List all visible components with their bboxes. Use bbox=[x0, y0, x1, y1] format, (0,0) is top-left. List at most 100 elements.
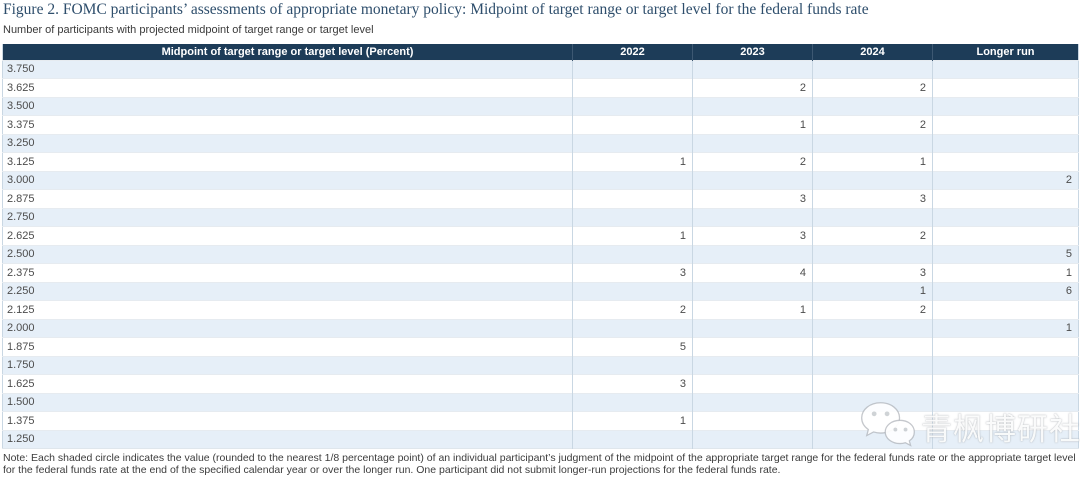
count-cell-2023 bbox=[692, 281, 813, 301]
rate-cell: 2.000 bbox=[2, 318, 573, 338]
rate-cell: 2.125 bbox=[2, 300, 573, 319]
rate-cell: 1.375 bbox=[2, 411, 573, 430]
table-row: 2.500 5 bbox=[2, 244, 1079, 264]
table-body: 3.750 3.625 2 2 3.500 3.375 1 2 3.250 3.125 1 2 1 3.0… bbox=[2, 59, 1079, 449]
count-cell-2024 bbox=[812, 59, 933, 79]
count-cell-2023 bbox=[692, 411, 813, 430]
count-cell-2022: 1 bbox=[572, 152, 693, 171]
count-cell-2024: 1 bbox=[812, 152, 933, 171]
table-header-row: Midpoint of target range or target level… bbox=[2, 44, 1079, 60]
count-cell-2024 bbox=[812, 411, 933, 430]
count-cell-2024 bbox=[812, 337, 933, 356]
count-cell-2022: 1 bbox=[572, 411, 693, 430]
footnote: Note: Each shaded circle indicates the v… bbox=[3, 452, 1076, 476]
column-header-2022: 2022 bbox=[572, 44, 693, 60]
table-row: 2.375 3 4 3 1 bbox=[2, 263, 1079, 282]
table-row: 2.000 1 bbox=[2, 318, 1079, 338]
table-row: 3.000 2 bbox=[2, 170, 1079, 190]
table-row: 2.625 1 3 2 bbox=[2, 226, 1079, 245]
count-cell-longer-run bbox=[932, 189, 1079, 208]
count-cell-2024: 2 bbox=[812, 300, 933, 319]
count-cell-2022: 3 bbox=[572, 263, 693, 282]
count-cell-longer-run bbox=[932, 411, 1079, 430]
count-cell-longer-run bbox=[932, 355, 1079, 375]
count-cell-2024: 3 bbox=[812, 189, 933, 208]
rate-cell: 2.375 bbox=[2, 263, 573, 282]
table-row: 2.125 2 1 2 bbox=[2, 300, 1079, 319]
table-row: 3.125 1 2 1 bbox=[2, 152, 1079, 171]
count-cell-longer-run: 5 bbox=[932, 244, 1079, 264]
count-cell-longer-run bbox=[932, 226, 1079, 245]
table-row: 1.250 bbox=[2, 429, 1079, 449]
count-cell-longer-run bbox=[932, 115, 1079, 134]
count-cell-longer-run bbox=[932, 300, 1079, 319]
count-cell-2022 bbox=[572, 115, 693, 134]
count-cell-2022 bbox=[572, 392, 693, 412]
rate-cell: 3.500 bbox=[2, 96, 573, 116]
count-cell-2023 bbox=[692, 96, 813, 116]
table-row: 1.500 bbox=[2, 392, 1079, 412]
rate-cell: 2.750 bbox=[2, 207, 573, 227]
count-cell-2022 bbox=[572, 59, 693, 79]
page-title: Figure 2. FOMC participants’ assessments… bbox=[3, 1, 869, 18]
count-cell-2024: 2 bbox=[812, 78, 933, 97]
rate-cell: 2.250 bbox=[2, 281, 573, 301]
count-cell-2023 bbox=[692, 133, 813, 153]
count-cell-longer-run: 1 bbox=[932, 318, 1079, 338]
count-cell-2022 bbox=[572, 429, 693, 449]
count-cell-2023 bbox=[692, 59, 813, 79]
rate-cell: 2.875 bbox=[2, 189, 573, 208]
count-cell-longer-run bbox=[932, 59, 1079, 79]
count-cell-2022 bbox=[572, 170, 693, 190]
projections-table: Midpoint of target range or target level… bbox=[2, 44, 1079, 449]
count-cell-longer-run bbox=[932, 337, 1079, 356]
count-cell-2023 bbox=[692, 244, 813, 264]
count-cell-longer-run bbox=[932, 133, 1079, 153]
count-cell-longer-run bbox=[932, 78, 1079, 97]
rate-cell: 1.625 bbox=[2, 374, 573, 393]
count-cell-2023 bbox=[692, 318, 813, 338]
count-cell-2024: 3 bbox=[812, 263, 933, 282]
count-cell-2023: 2 bbox=[692, 152, 813, 171]
count-cell-2024: 1 bbox=[812, 281, 933, 301]
count-cell-2023 bbox=[692, 207, 813, 227]
count-cell-longer-run bbox=[932, 207, 1079, 227]
projections-table-container: Midpoint of target range or target level… bbox=[2, 44, 1079, 449]
count-cell-2023 bbox=[692, 429, 813, 449]
table-row: 2.750 bbox=[2, 207, 1079, 227]
count-cell-2024 bbox=[812, 96, 933, 116]
column-header-2024: 2024 bbox=[812, 44, 933, 60]
rate-cell: 3.125 bbox=[2, 152, 573, 171]
table-row: 3.375 1 2 bbox=[2, 115, 1079, 134]
table-row: 1.750 bbox=[2, 355, 1079, 375]
count-cell-2024 bbox=[812, 170, 933, 190]
count-cell-longer-run bbox=[932, 152, 1079, 171]
count-cell-2024 bbox=[812, 207, 933, 227]
count-cell-2024 bbox=[812, 244, 933, 264]
count-cell-2022 bbox=[572, 281, 693, 301]
count-cell-2024 bbox=[812, 355, 933, 375]
count-cell-2022 bbox=[572, 355, 693, 375]
table-row: 3.625 2 2 bbox=[2, 78, 1079, 97]
count-cell-2023: 2 bbox=[692, 78, 813, 97]
count-cell-longer-run bbox=[932, 96, 1079, 116]
rate-cell: 3.250 bbox=[2, 133, 573, 153]
rate-cell: 2.625 bbox=[2, 226, 573, 245]
count-cell-2024: 2 bbox=[812, 226, 933, 245]
table-row: 1.875 5 bbox=[2, 337, 1079, 356]
count-cell-2022 bbox=[572, 244, 693, 264]
count-cell-2022 bbox=[572, 207, 693, 227]
count-cell-2023: 1 bbox=[692, 115, 813, 134]
count-cell-2024 bbox=[812, 392, 933, 412]
count-cell-longer-run: 6 bbox=[932, 281, 1079, 301]
table-row: 2.250 1 6 bbox=[2, 281, 1079, 301]
rate-cell: 1.750 bbox=[2, 355, 573, 375]
count-cell-2023 bbox=[692, 355, 813, 375]
count-cell-2022: 5 bbox=[572, 337, 693, 356]
count-cell-2024 bbox=[812, 133, 933, 153]
rate-cell: 1.500 bbox=[2, 392, 573, 412]
count-cell-2022 bbox=[572, 133, 693, 153]
column-header-longer-run: Longer run bbox=[932, 44, 1079, 60]
rate-cell: 2.500 bbox=[2, 244, 573, 264]
count-cell-2022 bbox=[572, 78, 693, 97]
